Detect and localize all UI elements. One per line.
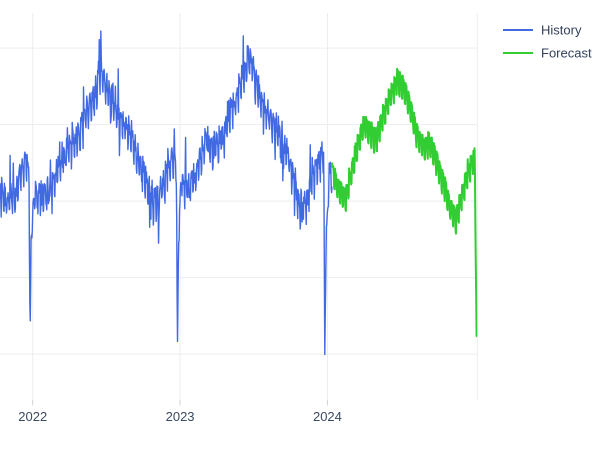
x-tick-label: 2024: [313, 409, 342, 424]
forecast-line: [331, 67, 478, 337]
x-tick-label: 2023: [166, 409, 195, 424]
legend-label-forecast: Forecast: [541, 46, 592, 61]
legend-item-forecast[interactable]: Forecast: [503, 46, 592, 61]
legend: History Forecast: [503, 23, 592, 61]
x-axis-tick-labels: 2022 2023 2024: [18, 409, 342, 424]
plot-area[interactable]: [0, 13, 478, 400]
legend-label-history: History: [541, 23, 582, 38]
x-tick-label: 2022: [18, 409, 47, 424]
legend-item-history[interactable]: History: [503, 23, 582, 38]
x-axis-ticks: [32, 400, 328, 406]
history-line: [0, 30, 333, 356]
